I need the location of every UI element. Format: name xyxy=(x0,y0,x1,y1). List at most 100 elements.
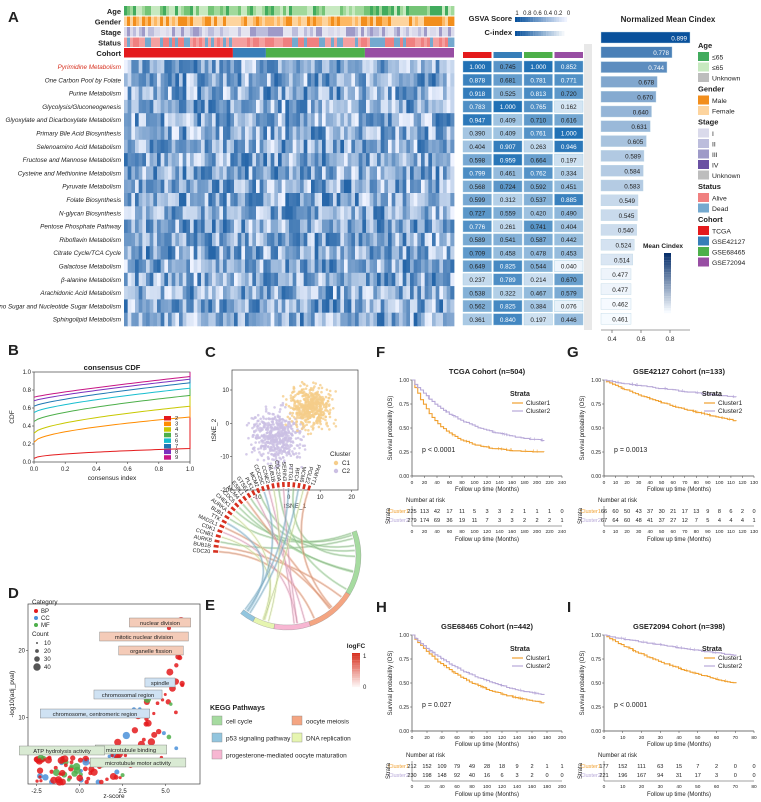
heatmap-cell xyxy=(149,73,154,87)
heatmap-cell xyxy=(347,86,352,101)
heatmap-cell xyxy=(450,272,455,287)
heatmap-cell xyxy=(380,259,385,274)
risk-count: 50 xyxy=(624,509,630,515)
heatmap-cell xyxy=(311,246,316,260)
heatmap-cell xyxy=(435,312,440,327)
heatmap-cell xyxy=(281,193,286,207)
heatmap-cell xyxy=(190,259,195,274)
cdf-line-k5 xyxy=(33,372,191,422)
mean-cindex-value: 0.589 xyxy=(625,154,641,161)
y-tick-label: 0.6 xyxy=(23,406,32,412)
annotation-cell xyxy=(166,27,170,37)
heatmap-cell xyxy=(399,299,404,313)
annotation-cell xyxy=(316,16,320,26)
heatmap-cell xyxy=(171,139,176,154)
heatmap-cell xyxy=(292,139,297,154)
gene-label: CCNB1 xyxy=(195,528,214,539)
heatmap-cell xyxy=(190,232,195,247)
heatmap-cell xyxy=(435,113,440,127)
tsne-point-c1 xyxy=(314,407,317,410)
go-enrichment-plot: -2.5 0.0 2.5 5.01020z-score-log10(adj_pval)… xyxy=(9,599,201,800)
heatmap-cell xyxy=(413,166,418,180)
pathway-label: Pyrimidine Metabolism xyxy=(58,64,121,71)
heatmap-cell xyxy=(179,153,184,167)
annotation-cell xyxy=(181,37,185,47)
heatmap-cell xyxy=(314,259,319,274)
tsne-point-c1 xyxy=(318,395,322,399)
risk-x-tick-label: 60 xyxy=(454,784,460,790)
heatmap-cell xyxy=(267,246,272,260)
gene-label: TTK xyxy=(210,513,222,523)
heatmap-cell xyxy=(307,219,312,234)
annotation-cell xyxy=(265,37,269,47)
tsne-point-c1 xyxy=(296,404,300,408)
tsne-point-c2 xyxy=(250,450,254,454)
heatmap-cell xyxy=(340,113,345,127)
heatmap-cell xyxy=(402,232,407,247)
annotation-cell xyxy=(415,37,419,47)
heatmap-cell xyxy=(127,73,132,87)
heatmap-cell xyxy=(212,179,217,194)
colorbar-step xyxy=(564,17,568,22)
cindex-cell xyxy=(554,246,584,259)
tsne-point-c2 xyxy=(271,417,275,421)
panel-letter-h: H xyxy=(376,599,387,616)
tsne-point-c1 xyxy=(300,390,303,393)
annotation-cell xyxy=(406,6,410,16)
x-tick-label: 0 xyxy=(603,735,606,741)
go-term-point xyxy=(155,728,162,735)
heatmap-cell xyxy=(223,86,228,101)
heatmap-cell xyxy=(245,272,250,287)
heatmap-cell xyxy=(212,206,217,220)
heatmap-cell xyxy=(292,166,297,180)
heatmap-cell xyxy=(197,99,202,114)
heatmap-cell xyxy=(391,193,396,207)
annotation-cell xyxy=(178,6,182,16)
heatmap-cell xyxy=(281,126,286,141)
annotation-cell xyxy=(298,6,302,16)
heatmap-cell xyxy=(252,259,257,274)
heatmap-cell xyxy=(369,113,374,127)
cindex-value: 0.598 xyxy=(469,157,485,164)
heatmap-cell xyxy=(289,299,294,313)
heatmap-cell xyxy=(153,259,158,274)
heatmap-cell xyxy=(322,206,327,220)
tsne-point-c2 xyxy=(274,455,278,459)
colorbar-step xyxy=(543,17,547,22)
heatmap-cell xyxy=(186,206,191,220)
heatmap-cell xyxy=(366,232,371,247)
heatmap-cell xyxy=(164,312,169,327)
heatmap-cell xyxy=(446,272,451,287)
cohort-block xyxy=(364,48,454,58)
heatmap-cell xyxy=(410,166,415,180)
heatmap-cell xyxy=(179,272,184,287)
annotation-cell xyxy=(304,6,308,16)
risk-count: 21 xyxy=(670,509,676,515)
heatmap-cell xyxy=(373,312,378,327)
tsne-point-c1 xyxy=(312,381,315,384)
risk-count: 41 xyxy=(647,518,653,524)
chord-link-outline xyxy=(242,504,354,573)
heatmap-cell xyxy=(355,312,360,327)
heatmap-cell xyxy=(439,60,444,74)
heatmap-cell xyxy=(164,113,169,127)
heatmap-cell xyxy=(373,139,378,154)
annotation-cell xyxy=(250,6,254,16)
heatmap-cell xyxy=(248,219,253,234)
tsne-point-c2 xyxy=(282,456,285,459)
heatmap-cell xyxy=(267,86,272,101)
heatmap-cell xyxy=(241,232,246,247)
colorbar-step xyxy=(559,31,562,36)
risk-y-axis-label: Strata xyxy=(578,762,584,779)
heatmap-cell xyxy=(146,206,151,220)
heatmap-cell xyxy=(336,312,341,327)
heatmap-cell xyxy=(300,193,305,207)
heatmap-cell xyxy=(344,286,349,300)
risk-count: 148 xyxy=(437,773,446,779)
colorbar-step xyxy=(520,17,523,22)
heatmap-cell xyxy=(439,153,444,167)
heatmap-cell xyxy=(369,272,374,287)
annotation-cell xyxy=(199,37,203,47)
tsne-point-c1 xyxy=(318,402,322,405)
cindex-value: 0.467 xyxy=(530,290,546,297)
